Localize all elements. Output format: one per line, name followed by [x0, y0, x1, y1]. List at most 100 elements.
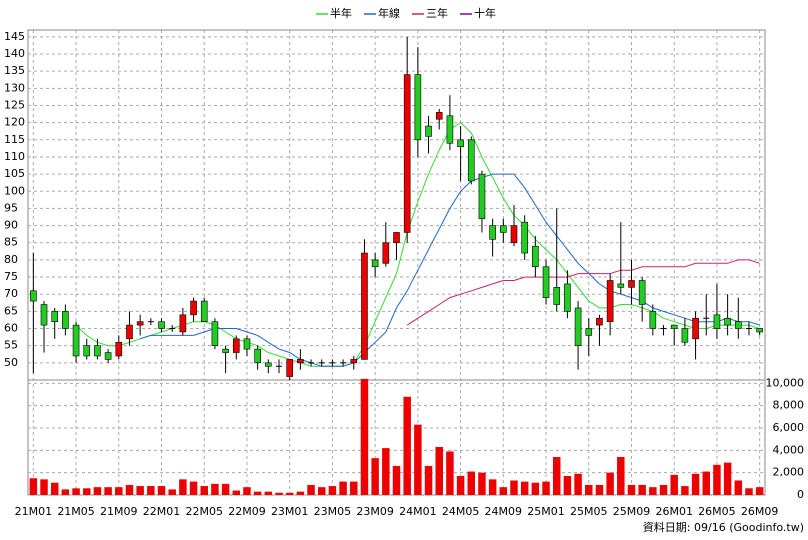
candle-body — [414, 74, 422, 141]
volume-bar — [317, 487, 326, 495]
volume-bar — [125, 484, 134, 495]
volume-bar — [595, 484, 604, 495]
volume-bar — [350, 481, 358, 495]
volume-bar — [723, 462, 732, 495]
x-tick-label: 23M09 — [356, 505, 394, 518]
candle-body — [532, 245, 539, 268]
candle-body — [521, 221, 528, 254]
volume-bar — [627, 484, 636, 495]
volume-bar — [478, 472, 486, 495]
volume-bar — [403, 396, 411, 495]
volume-bar — [414, 424, 422, 495]
candle-body — [596, 317, 603, 326]
volume-bar — [275, 492, 283, 495]
volume-bar — [307, 484, 315, 495]
volume-bar — [179, 479, 187, 495]
legend-label: 十年 — [474, 6, 496, 20]
x-tick-label: 21M01 — [15, 505, 53, 518]
candle-body — [222, 348, 229, 353]
candle-body — [200, 300, 208, 322]
candle-body — [179, 314, 187, 333]
y-tick-label: 85 — [4, 236, 18, 249]
candle-body — [158, 321, 165, 329]
volume-bar — [456, 476, 465, 495]
y-tick-label: 65 — [4, 304, 18, 317]
candle-body — [83, 345, 91, 357]
x-tick-label: 26M09 — [741, 505, 779, 518]
candle-body — [606, 280, 614, 322]
candle-body — [638, 280, 646, 305]
y-tick-label: 70 — [4, 287, 18, 300]
candle-body — [510, 225, 518, 244]
candle-body — [585, 328, 593, 336]
source-note: 資料日期: 09/16 (Goodinfo.tw) — [643, 520, 804, 534]
candle-body — [40, 304, 48, 326]
candle-body — [628, 280, 635, 288]
x-tick-label: 22M01 — [143, 505, 181, 518]
candle-body — [254, 348, 261, 364]
y-tick-label: 130 — [4, 81, 25, 94]
volume-bar — [713, 464, 721, 495]
volume-bar — [189, 481, 198, 495]
x-tick-label: 24M09 — [485, 505, 523, 518]
ma-line — [140, 173, 760, 367]
volume-bar — [264, 491, 273, 495]
candle-body — [478, 173, 486, 220]
y-tick-label: 95 — [4, 201, 18, 214]
volume-tick-label: 8,000 — [773, 399, 805, 412]
volume-bar — [649, 487, 657, 495]
volume-bar — [488, 479, 497, 495]
candle-body — [115, 341, 123, 357]
candle-body — [681, 328, 689, 343]
volume-bar — [745, 488, 753, 495]
x-tick-label: 26M05 — [698, 505, 736, 518]
volume-bar — [659, 484, 668, 495]
candle-body — [724, 317, 731, 326]
y-tick-label: 100 — [4, 184, 25, 197]
candle-body — [286, 359, 293, 377]
legend-label: 三年 — [426, 6, 448, 20]
candle-body — [350, 359, 358, 364]
y-tick-label: 135 — [4, 64, 25, 77]
candle-body — [382, 242, 390, 264]
candle-body — [649, 311, 657, 329]
volume-bar — [168, 489, 176, 495]
x-tick-label: 25M05 — [570, 505, 608, 518]
ma-line — [406, 259, 760, 326]
candle-body — [713, 314, 721, 329]
candle-body — [265, 362, 272, 367]
candle-body — [72, 324, 80, 357]
volume-bar — [382, 448, 390, 495]
volume-tick-label: 2,000 — [773, 466, 805, 479]
candle-body — [126, 324, 133, 340]
x-tick-label: 26M01 — [655, 505, 693, 518]
volume-bar — [221, 483, 230, 495]
volume-bar — [147, 486, 155, 495]
candle-body — [94, 345, 101, 357]
y-tick-label: 105 — [4, 167, 25, 180]
ma-line — [75, 121, 760, 367]
candle-body — [62, 311, 69, 329]
x-tick-label: 22M09 — [228, 505, 266, 518]
candle-body — [489, 225, 496, 240]
y-tick-label: 75 — [4, 270, 18, 283]
volume-bar — [542, 481, 550, 495]
candle-body — [361, 252, 368, 360]
candle-body — [734, 321, 742, 329]
volume-bar — [104, 487, 112, 495]
volume-bar — [200, 486, 208, 495]
candle-body — [553, 287, 561, 305]
volume-bar — [211, 483, 219, 495]
volume-bar — [232, 490, 241, 495]
legend-label: 半年 — [330, 6, 352, 20]
candle-body — [190, 300, 197, 316]
volume-tick-label: 6,000 — [773, 421, 805, 434]
candle-body — [670, 324, 678, 329]
volume-bar — [681, 486, 689, 495]
volume-bar — [563, 476, 572, 495]
candle-body — [500, 225, 507, 233]
y-tick-label: 120 — [4, 116, 25, 129]
volume-tick-label: 10,000 — [766, 376, 805, 389]
y-tick-label: 80 — [4, 253, 18, 266]
